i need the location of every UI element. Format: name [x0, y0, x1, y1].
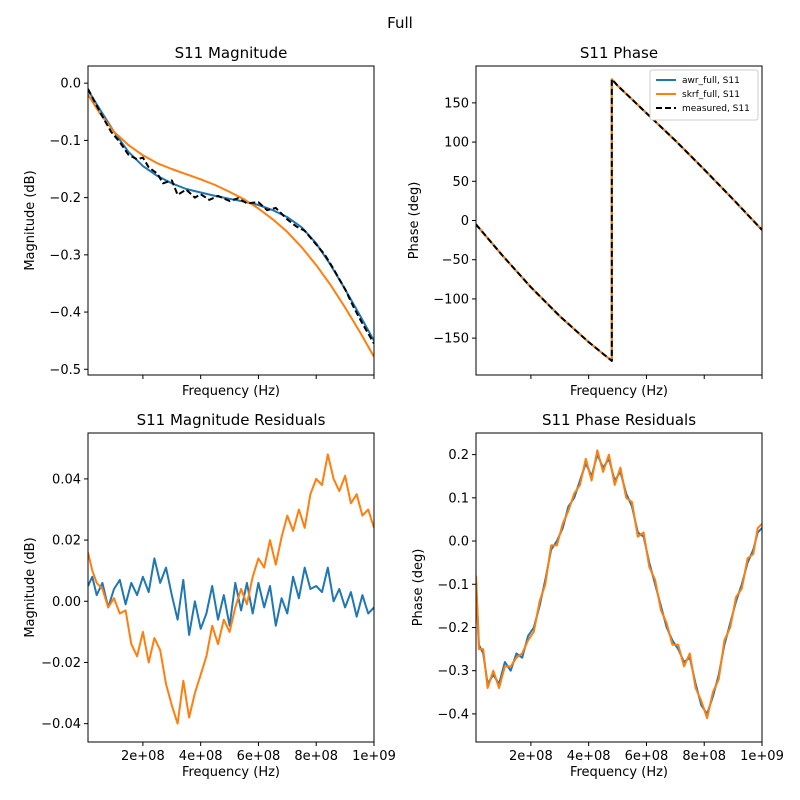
phase-subplot: 150 100 50 0 −50 −100 −150 S11 Phase Frequency (… — [407, 44, 763, 399]
phase-ytick-label: 150 — [444, 96, 469, 111]
magres-ylabel: Magnitude (dB) — [23, 537, 38, 637]
magres-series-awr — [88, 557, 374, 636]
phase-ytick-label: 100 — [444, 136, 469, 151]
phase-ylabel: Phase (deg) — [407, 182, 422, 260]
phaseres-subplot: 2e+08 4e+08 6e+08 8e+08 1e+09 0.2 0.1 0.0 −0.1 −0… — [411, 411, 784, 780]
magres-ytick-label: 0.00 — [52, 595, 81, 610]
magres-ytick-label: 0.02 — [52, 534, 81, 549]
mag-title: S11 Magnitude — [175, 44, 288, 62]
mag-ytick-label: −0.4 — [49, 306, 81, 321]
phaseres-xtick-label: 4e+08 — [567, 749, 611, 764]
magres-ytick-label: −0.02 — [41, 656, 81, 671]
phase-title: S11 Phase — [580, 44, 658, 62]
phase-series-measured — [476, 78, 762, 362]
phaseres-ytick-label: 0.2 — [448, 448, 469, 463]
phase-legend: awr_full, S11 skrf_full, S11 measured, S11 — [649, 69, 759, 121]
magres-xtick-label: 6e+08 — [237, 749, 281, 764]
mag-series-skrf — [88, 94, 374, 358]
mag-xlabel: Frequency (Hz) — [182, 384, 280, 399]
phaseres-title: S11 Phase Residuals — [542, 411, 696, 429]
magres-subplot: 2e+08 4e+08 6e+08 8e+08 1e+09 0.04 0.02 0.00 −0.… — [23, 411, 396, 780]
phaseres-ytick-label: −0.2 — [437, 621, 469, 636]
phaseres-ytick-label: −0.4 — [437, 707, 469, 722]
phase-ytick-label: −50 — [442, 253, 469, 268]
mag-axes-frame — [87, 65, 375, 376]
phase-ytick-label: 50 — [452, 175, 469, 190]
phaseres-ytick-label: −0.1 — [437, 578, 469, 593]
magres-xtick-label: 4e+08 — [179, 749, 223, 764]
magres-xtick-label: 8e+08 — [294, 749, 338, 764]
phase-ytick-label: −100 — [433, 292, 469, 307]
phaseres-xtick-label: 8e+08 — [682, 749, 726, 764]
mag-series-measured — [88, 88, 374, 345]
phaseres-ytick-label: 0.1 — [448, 491, 469, 506]
phaseres-ytick-label: −0.3 — [437, 664, 469, 679]
legend-label-measured: measured, S11 — [682, 104, 750, 114]
legend-label-skrf: skrf_full, S11 — [682, 90, 740, 100]
phaseres-xlabel: Frequency (Hz) — [570, 765, 668, 780]
magres-xtick-label: 2e+08 — [121, 749, 165, 764]
mag-ytick-label: −0.1 — [49, 134, 81, 149]
phaseres-axes-frame — [475, 432, 763, 743]
phase-ytick-label: 0 — [461, 214, 469, 229]
mag-ytick-label: −0.3 — [49, 248, 81, 263]
mag-subplot: 0.0 −0.1 −0.2 −0.3 −0.4 −0.5 S11 Magnitude Freq… — [23, 44, 375, 399]
phaseres-xtick-label: 2e+08 — [509, 749, 553, 764]
magres-xtick-label: 1e+09 — [352, 749, 396, 764]
phase-xlabel: Frequency (Hz) — [570, 384, 668, 399]
phase-ytick-label: −150 — [433, 332, 469, 347]
phaseres-xtick-label: 1e+09 — [740, 749, 784, 764]
phaseres-ytick-label: 0.0 — [448, 535, 469, 550]
mag-ylabel: Magnitude (dB) — [23, 170, 38, 270]
mag-ytick-label: −0.5 — [49, 363, 81, 378]
magres-xlabel: Frequency (Hz) — [182, 765, 280, 780]
phaseres-xtick-label: 6e+08 — [625, 749, 669, 764]
mag-ytick-label: −0.2 — [49, 191, 81, 206]
phaseres-series-skrf — [476, 449, 762, 720]
phaseres-ylabel: Phase (deg) — [411, 549, 426, 627]
mag-ytick-label: 0.0 — [60, 77, 81, 92]
legend-label-awr: awr_full, S11 — [682, 76, 740, 86]
magres-axes-frame — [87, 432, 375, 743]
figure-title: Full — [387, 14, 413, 32]
magres-ytick-label: −0.04 — [41, 717, 81, 732]
magres-series-skrf — [88, 453, 374, 725]
magres-title: S11 Magnitude Residuals — [137, 411, 326, 429]
magres-ytick-label: 0.04 — [52, 472, 81, 487]
